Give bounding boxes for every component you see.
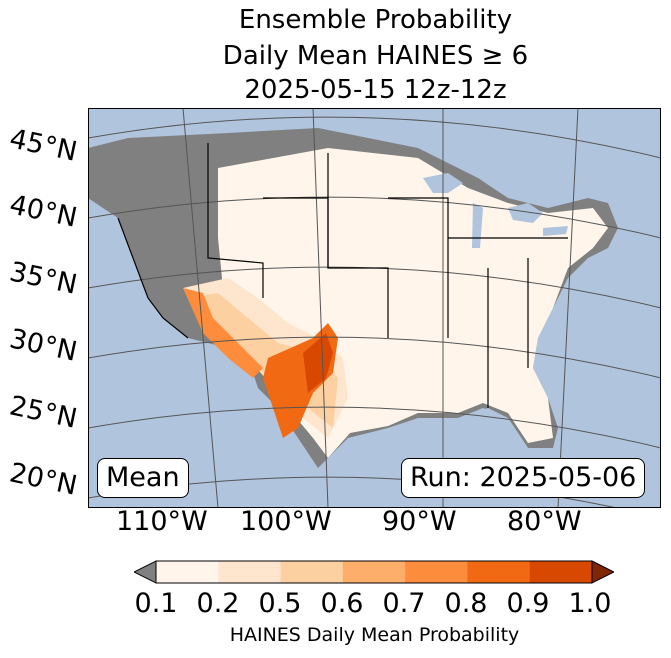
lat-line-40 (88, 196, 661, 239)
stat-label-box: Mean (97, 458, 189, 498)
prob-0.9-region (303, 333, 333, 393)
colorbar-swatch (218, 561, 282, 583)
lon-label-90: 90°W (382, 506, 457, 537)
tick-label-1.0: 1.0 (568, 588, 612, 619)
tick-label-0.5: 0.5 (258, 588, 302, 619)
colorbar-swatch (529, 561, 593, 583)
lat-label-25: 25°N (6, 390, 80, 435)
lon-line-80 (557, 108, 579, 508)
state-borders (117, 143, 568, 408)
border-east (448, 237, 568, 408)
tick-label-0.9: 0.9 (506, 588, 550, 619)
lat-label-30: 30°N (6, 323, 80, 368)
lon-label-80: 80°W (507, 506, 582, 537)
title-line-1: Ensemble Probability (238, 5, 513, 35)
lat-label-45: 45°N (6, 123, 80, 168)
lon-label-100: 100°W (240, 506, 332, 537)
colorbar-swatch (467, 561, 531, 583)
title-line-2: Daily Mean HAINES ≥ 6 (222, 41, 529, 71)
lon-label-110: 110°W (116, 506, 208, 537)
lat-line-45 (88, 116, 661, 159)
prob-0.7-region (183, 288, 263, 378)
colorbar-swatch (405, 561, 468, 583)
lat-label-35: 35°N (6, 256, 80, 301)
colorbar-label: HAINES Daily Mean Probability (229, 624, 520, 646)
colorbar-under-triangle (134, 560, 157, 584)
colorbar-swatch (156, 561, 219, 583)
tick-label-0.8: 0.8 (444, 588, 488, 619)
colorbar-swatch (280, 561, 344, 583)
colorbar (134, 560, 614, 584)
tick-label-0.1: 0.1 (134, 588, 178, 619)
colorbar-over-triangle (591, 560, 614, 584)
border-central (327, 153, 449, 338)
tick-label-0.6: 0.6 (320, 588, 364, 619)
probability-map (88, 108, 661, 508)
lat-label-20: 20°N (6, 457, 80, 502)
tick-label-0.2: 0.2 (196, 588, 240, 619)
lon-line-110 (182, 108, 219, 508)
lat-line-25 (88, 406, 661, 449)
title-line-3: 2025-05-15 12z-12z (244, 75, 507, 105)
border-west (117, 217, 189, 339)
lon-line-100 (312, 108, 329, 508)
lat-line-30 (88, 336, 661, 379)
colorbar-swatches (156, 561, 593, 583)
tick-label-0.7: 0.7 (382, 588, 426, 619)
map-canvas (88, 108, 661, 508)
colorbar-swatch (342, 561, 406, 583)
colorbar-frame (155, 560, 593, 584)
great-lakes (423, 173, 568, 248)
run-label-box: Run: 2025-05-06 (401, 458, 646, 498)
lat-label-40: 40°N (6, 189, 80, 234)
